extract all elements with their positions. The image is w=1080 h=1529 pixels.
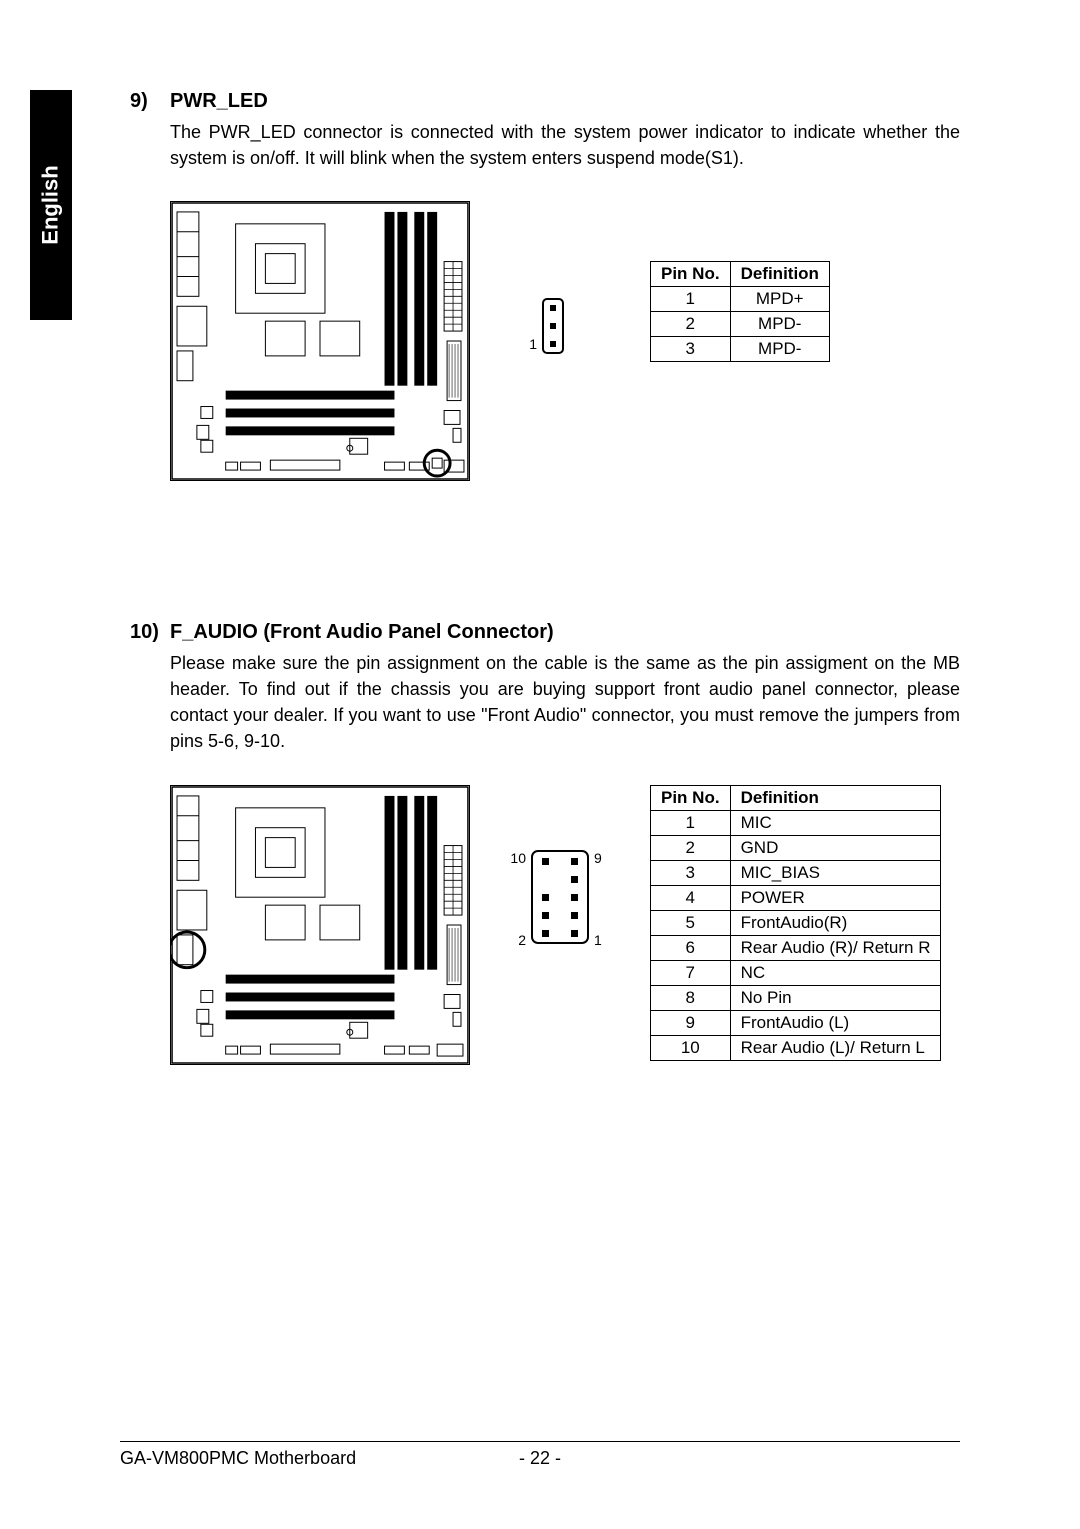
section-body: The PWR_LED connector is connected with … bbox=[170, 119, 960, 171]
section-number: 9) bbox=[130, 90, 160, 113]
section-head: 10) F_AUDIO (Front Audio Panel Connector… bbox=[130, 621, 960, 644]
section-number: 10) bbox=[130, 621, 160, 644]
section-f-audio: 10) F_AUDIO (Front Audio Panel Connector… bbox=[130, 621, 960, 1064]
th-pinno: Pin No. bbox=[651, 262, 731, 287]
section-row: 10 9 2 1 Pin No. bbox=[170, 785, 960, 1065]
pin-table-pwrled: Pin No. Definition 1MPD+ 2MPD- 3MPD- bbox=[650, 261, 830, 362]
language-tab-text: English bbox=[38, 165, 64, 244]
th-pinno: Pin No. bbox=[651, 785, 731, 810]
section-title: F_AUDIO (Front Audio Panel Connector) bbox=[170, 621, 554, 644]
svg-text:10: 10 bbox=[510, 850, 526, 866]
section-head: 9) PWR_LED bbox=[130, 90, 960, 113]
section-body: Please make sure the pin assignment on t… bbox=[170, 650, 960, 754]
pin-table-faudio: Pin No. Definition 1MIC 2GND 3MIC_BIAS 4… bbox=[650, 785, 941, 1061]
svg-text:1: 1 bbox=[594, 932, 602, 948]
section-row: 1 Pin No. Definition 1MPD+ 2MPD- 3MPD- bbox=[170, 201, 960, 481]
svg-text:2: 2 bbox=[518, 932, 526, 948]
svg-text:9: 9 bbox=[594, 850, 602, 866]
connector-diagram: 1 bbox=[500, 201, 620, 361]
motherboard-diagram bbox=[170, 201, 470, 481]
connector-diagram: 10 9 2 1 bbox=[500, 785, 620, 955]
language-tab: English bbox=[30, 90, 72, 320]
footer-page: - 22 - bbox=[120, 1448, 960, 1469]
page-footer: GA-VM800PMC Motherboard - 22 - bbox=[120, 1441, 960, 1469]
th-def: Definition bbox=[730, 262, 829, 287]
pin-label-1: 1 bbox=[529, 336, 537, 352]
section-title: PWR_LED bbox=[170, 90, 268, 113]
motherboard-diagram bbox=[170, 785, 470, 1065]
th-def: Definition bbox=[730, 785, 941, 810]
section-pwr-led: 9) PWR_LED The PWR_LED connector is conn… bbox=[130, 90, 960, 481]
